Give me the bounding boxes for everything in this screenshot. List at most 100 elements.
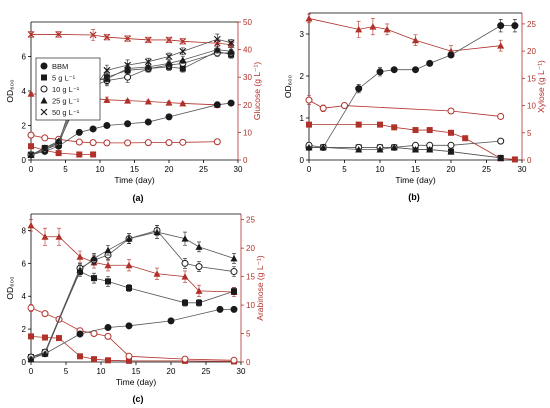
od-point [305,143,313,151]
y-right-tick-label: 0 [243,156,248,165]
x-tick-label: 30 [518,165,527,174]
od-point [179,56,187,63]
od-series-4 [27,225,238,362]
sugar-series-3 [27,219,238,297]
od-point [125,235,133,242]
od-point [27,355,35,362]
sugar-series-line [30,307,235,361]
x-tick-label: 15 [411,165,420,174]
y-right-tick-label: 15 [527,74,536,83]
sugar-point [305,96,313,104]
od-point [447,141,455,149]
sugar-point [91,356,97,363]
x-tick-label: 0 [307,165,312,174]
sugar-point [41,233,49,240]
sugar-point [144,139,152,147]
x-tick-label: 10 [97,367,106,376]
y-left-tick-label: 2 [22,325,27,334]
y-left-axis-label: OD₆₀₀ [283,74,293,98]
od-series-line [30,229,235,358]
sugar-point [28,143,34,150]
od-series-1 [305,19,519,151]
legend-label: BBM [52,62,68,71]
od-series-1 [27,305,238,361]
od-point [144,118,152,126]
od-point [195,263,203,271]
od-point [426,59,434,67]
y-right-tick-label: 0 [246,358,251,367]
sugar-point [89,139,97,147]
sugar-point [497,42,505,49]
sugar-point [213,138,221,146]
legend-marker [40,85,48,93]
od-point [497,22,505,30]
od-point [447,51,455,59]
od-point [179,65,186,72]
od-point [426,146,434,153]
od-point [103,66,111,74]
sugar-point [104,261,112,269]
od-point [89,125,97,133]
sugar-point [355,25,363,33]
od-point [91,275,97,282]
od-point [153,228,161,236]
od-point [75,128,83,136]
sugar-series-2 [305,95,505,120]
od-point [104,246,112,254]
y-left-axis-label: OD₆₀₀ [5,276,15,300]
sugar-series-line [308,18,501,52]
od-point [412,146,419,153]
sugar-point [27,90,35,97]
legend-label: 5 g L⁻¹ [52,74,76,83]
od-point [390,143,398,151]
x-tick-label: 10 [376,165,385,174]
sugar-point [126,357,132,364]
sugar-point [55,150,62,157]
od-point [227,39,235,47]
y-left-tick-label: 2 [22,122,27,131]
sugar-point [56,335,62,342]
od-point [195,243,203,250]
sugar-point [391,124,398,131]
sugar-point [181,355,189,363]
sugar-point [105,357,111,364]
sugar-point [377,121,383,128]
x-tick-label: 25 [482,165,491,174]
sugar-point [75,138,83,146]
sugar-point [124,97,132,104]
sugar-point [42,334,48,341]
od-point [376,146,384,153]
od-point [213,101,221,109]
od-point [103,75,111,82]
x-tick-label: 30 [237,367,246,376]
y-right-tick-label: 15 [246,273,255,282]
sugar-series-2 [27,304,238,364]
y-left-tick-label: 1 [300,114,305,123]
od-point [125,322,133,330]
od-point [231,288,237,295]
od-point [213,46,221,53]
sugar-point [369,23,377,30]
od-series-line [309,25,515,148]
x-tick-label: 0 [29,165,34,174]
y-right-tick-label: 10 [527,102,536,111]
y-right-tick-label: 25 [246,216,255,225]
sugar-point [28,333,34,340]
y-right-tick-label: 50 [243,18,252,27]
od-point [511,22,519,30]
y-left-tick-label: 8 [22,226,27,235]
y-right-tick-label: 10 [246,301,255,310]
x-tick-label: 20 [165,165,174,174]
sugar-point [90,151,97,158]
sugar-point [125,352,133,360]
od-point [497,154,505,161]
od-point [182,299,188,306]
od-series-5 [27,33,235,159]
od-point [227,99,235,107]
sugar-point [27,30,35,38]
sugar-point [165,139,173,147]
sugar-point [412,36,419,44]
od-point [355,146,363,153]
